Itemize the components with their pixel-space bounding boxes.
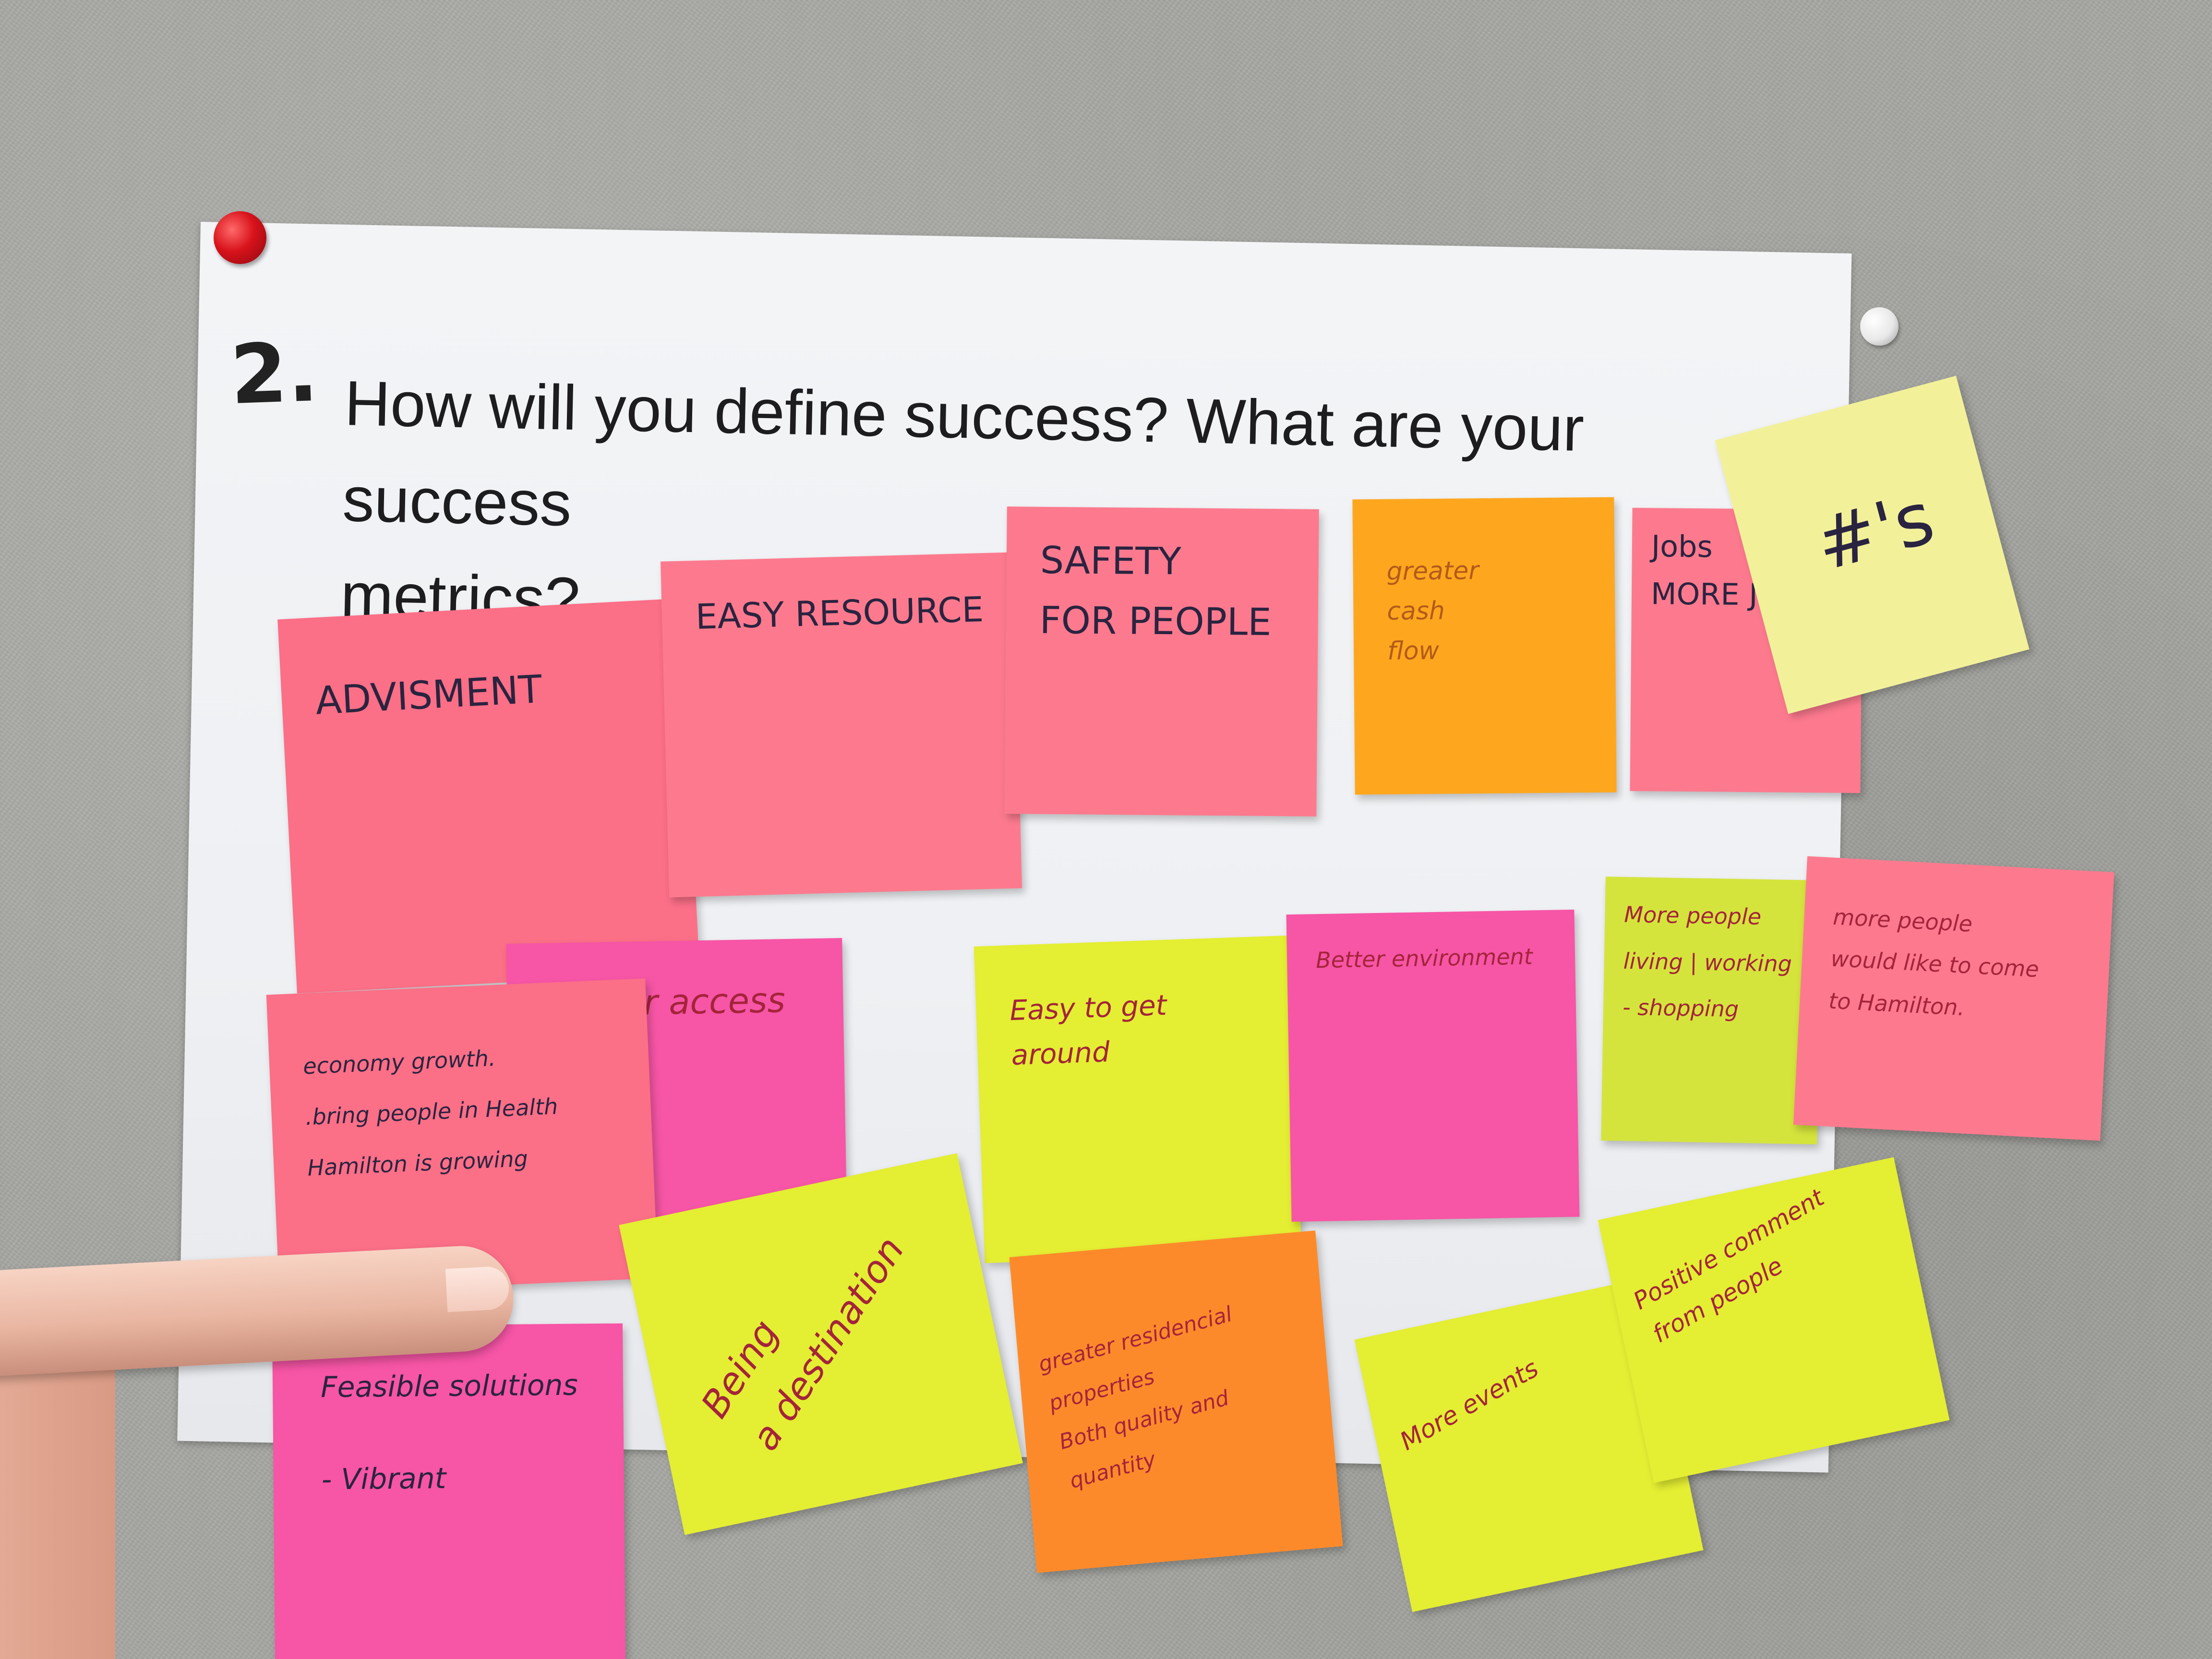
sticky-note-safety: SAFETY FOR PEOPLE [1004,506,1319,817]
red-pushpin [214,211,266,264]
sticky-note-cash-flow: greater cash flow [1352,497,1617,795]
white-pushpin [1860,307,1899,346]
note-text: Better environment [1315,943,1533,974]
note-text: Being a destination [693,1229,913,1458]
note-text: More events [1395,1354,1544,1456]
sticky-note-easy-around: Easy to get around [974,935,1302,1263]
sticky-note-residential: greater residencial properties Both qual… [1009,1230,1343,1573]
note-text: greater residencial properties Both qual… [1035,1301,1235,1493]
fingernail [445,1265,510,1312]
sticky-note-come-hamilton: more people would like to come to Hamilt… [1793,856,2115,1141]
note-text: greater cash flow [1386,556,1479,666]
note-text: economy growth. .bring people in Health … [302,1045,559,1181]
note-text: Feasible solutions - Vibrant [320,1368,578,1497]
note-text: ADVISMENT [314,666,543,723]
note-text: Easy to get around [1009,988,1167,1071]
hand [0,1320,115,1659]
sticky-note-living: More people living | working - shopping [1601,877,1822,1144]
note-text: EASY RESOURCE [695,589,985,637]
note-text: More people living | working - shopping [1622,901,1792,1022]
sticky-note-easy-resource: EASY RESOURCE [660,552,1022,898]
note-text: more people would like to come to Hamilt… [1828,903,2040,1021]
sticky-note-environment: Better environment [1286,909,1580,1222]
sticky-note-feasible: Feasible solutions - Vibrant [272,1323,626,1659]
note-text: #'s [1807,476,1943,588]
question-number: 2. [228,325,320,423]
note-text: SAFETY FOR PEOPLE [1039,539,1272,644]
sticky-note-advisment: ADVISMENT [277,598,700,994]
note-text: er access [622,980,786,1023]
